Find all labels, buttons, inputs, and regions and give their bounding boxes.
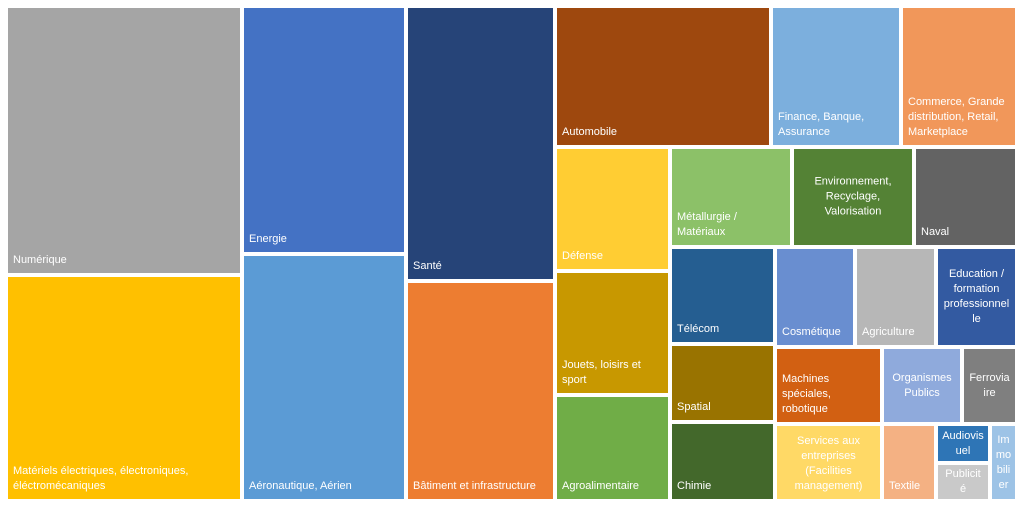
treemap-tile-education-formation-professionnelle: Education / formation professionnel le bbox=[936, 247, 1017, 347]
treemap-tile-agroalimentaire: Agroalimentaire bbox=[555, 395, 670, 501]
treemap-tile-label: Energie bbox=[249, 233, 287, 245]
treemap-tile-label: Organismes Publics bbox=[892, 371, 952, 399]
treemap-tile-label: Finance, Banque, Assurance bbox=[778, 111, 865, 138]
treemap-tile-label: Jouets, loisirs et sport bbox=[562, 359, 641, 386]
treemap-tile-label: Spatial bbox=[677, 401, 711, 413]
treemap-tile-label: Environnement, Recyclage, Valorisation bbox=[814, 175, 892, 218]
treemap-tile-label: Machines spéciales, robotique bbox=[782, 373, 831, 415]
treemap-tile-label: Publicit é bbox=[945, 468, 981, 495]
treemap-tile-label: Bâtiment et infrastructure bbox=[413, 480, 536, 492]
treemap-tile-batiment-et-infrastructure: Bâtiment et infrastructure bbox=[406, 281, 555, 501]
treemap-tile-label: Numérique bbox=[13, 254, 67, 266]
treemap-tile-aeronautique-aerien: Aéronautique, Aérien bbox=[242, 254, 406, 501]
treemap-tile-finance-banque-assurance: Finance, Banque, Assurance bbox=[771, 6, 901, 147]
treemap-tile-metallurgie-materiaux: Métallurgie / Matériaux bbox=[670, 147, 792, 247]
treemap-tile-services-aux-entreprises-facilities-management: Services aux entreprises (Facilities man… bbox=[775, 424, 882, 501]
treemap-tile-label: Education / formation professionnel le bbox=[943, 268, 1010, 325]
treemap-tile-label: Télécom bbox=[677, 323, 720, 335]
treemap-tile-label: Automobile bbox=[562, 126, 618, 138]
treemap-tile-spatial: Spatial bbox=[670, 344, 775, 422]
treemap-tile-audiovisuel: Audiovis uel bbox=[936, 424, 990, 463]
treemap-tile-label: Services aux entreprises (Facilities man… bbox=[794, 435, 863, 492]
treemap-tile-label: Chimie bbox=[677, 480, 712, 492]
treemap-tile-label: Audiovis uel bbox=[942, 429, 984, 457]
treemap-tile-numerique: Numérique bbox=[6, 6, 242, 275]
treemap-tile-naval: Naval bbox=[914, 147, 1017, 247]
treemap-tile-label: Textile bbox=[889, 480, 921, 492]
treemap-tile-commerce-grande-distribution-retail-marketplace: Commerce, Grande distribution, Retail, M… bbox=[901, 6, 1017, 147]
treemap-tile-label: Im mo bili er bbox=[995, 433, 1012, 491]
treemap-tile-textile: Textile bbox=[882, 424, 936, 501]
treemap-tile-label: Naval bbox=[921, 226, 950, 238]
treemap-tile-label: Agriculture bbox=[862, 326, 915, 338]
treemap-tile-organismes-publics: Organismes Publics bbox=[882, 347, 962, 424]
treemap-tile-jouets-loisirs-et-sport: Jouets, loisirs et sport bbox=[555, 271, 670, 395]
treemap-tile-label: Métallurgie / Matériaux bbox=[677, 211, 737, 238]
treemap-tile-energie: Energie bbox=[242, 6, 406, 254]
treemap-tile-label: Agroalimentaire bbox=[562, 480, 640, 492]
treemap-tile-chimie: Chimie bbox=[670, 422, 775, 501]
treemap-tile-environnement-recyclage-valorisation: Environnement, Recyclage, Valorisation bbox=[792, 147, 914, 247]
treemap-tile-machines-speciales-robotique: Machines spéciales, robotique bbox=[775, 347, 882, 424]
treemap-tile-publicite: Publicit é bbox=[936, 463, 990, 501]
treemap-tile-automobile: Automobile bbox=[555, 6, 771, 147]
treemap-tile-label: Ferrovia ire bbox=[969, 371, 1010, 399]
treemap-tile-cosmetique: Cosmétique bbox=[775, 247, 855, 347]
treemap-tile-label: Aéronautique, Aérien bbox=[249, 480, 352, 492]
treemap-tile-label: Cosmétique bbox=[782, 326, 841, 338]
treemap-tile-immobilier: Im mo bili er bbox=[990, 424, 1017, 501]
treemap-tile-label: Défense bbox=[562, 250, 603, 262]
treemap-tile-label: Matériels électriques, électroniques, él… bbox=[13, 465, 189, 492]
treemap-tile-label: Santé bbox=[413, 260, 442, 272]
treemap-tile-materiels-electriques-electroniques-electromecaniques: Matériels électriques, électroniques, él… bbox=[6, 275, 242, 501]
treemap-tile-telecom: Télécom bbox=[670, 247, 775, 344]
treemap-tile-ferroviaire: Ferrovia ire bbox=[962, 347, 1017, 424]
treemap-tile-agriculture: Agriculture bbox=[855, 247, 936, 347]
treemap-tile-label: Commerce, Grande distribution, Retail, M… bbox=[908, 96, 1005, 138]
treemap-tile-sante: Santé bbox=[406, 6, 555, 281]
treemap-tile-defense: Défense bbox=[555, 147, 670, 271]
